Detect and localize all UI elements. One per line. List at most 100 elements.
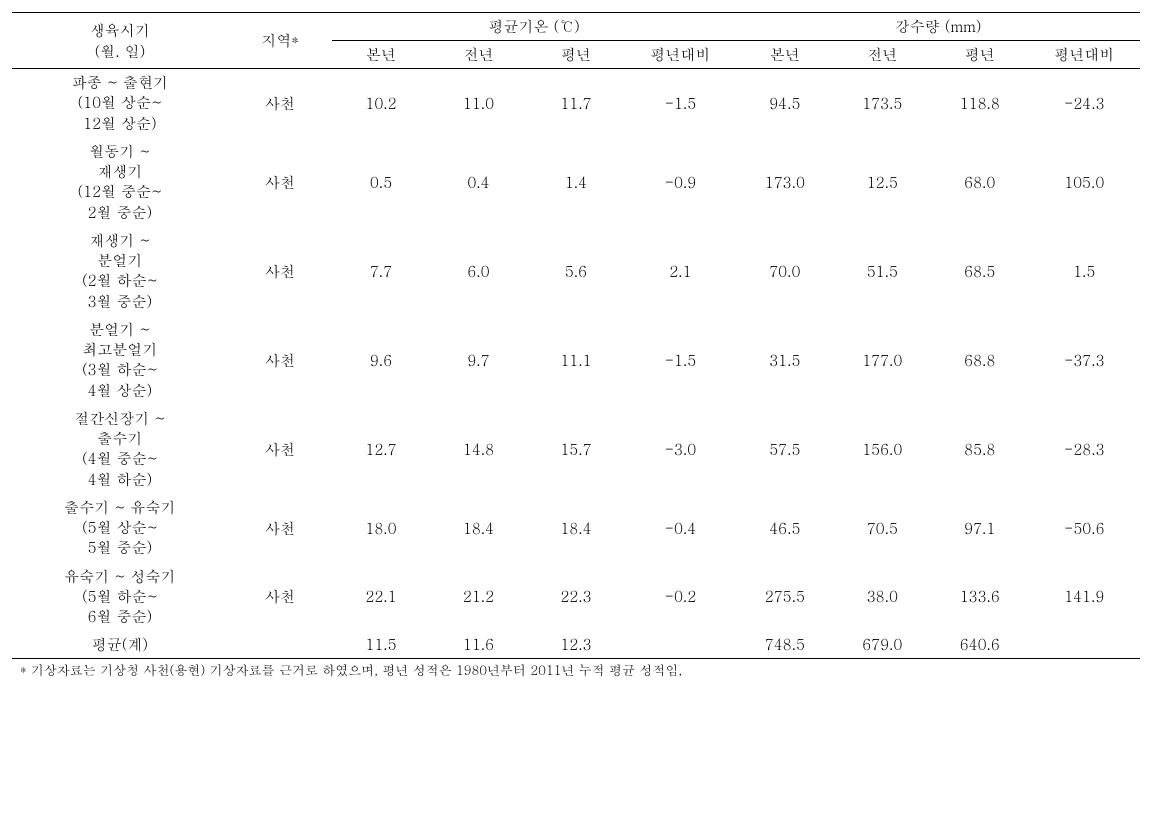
cell-temp-pyeong: 1.4 <box>527 138 624 227</box>
cell-temp-pyeong: 18.4 <box>527 494 624 563</box>
cell-precip-pyeong: 118.8 <box>931 69 1028 138</box>
cell-precip-bon: 57.5 <box>736 405 833 494</box>
cell-precip-daebi: -28.3 <box>1029 405 1141 494</box>
cell-period: 출수기 ~ 유숙기(5월 상순~5월 중순) <box>12 494 228 563</box>
cell-precip-pyeong: 68.8 <box>931 316 1028 405</box>
cell-temp-bon: 10.2 <box>332 69 429 138</box>
cell-summary-temp-pyeong: 12.3 <box>527 631 624 659</box>
cell-precip-daebi: 141.9 <box>1029 563 1141 632</box>
header-period-label: 생육시기(월. 일) <box>90 20 150 62</box>
header-precip-jeon: 전년 <box>834 41 931 69</box>
cell-summary-region <box>228 631 332 659</box>
cell-summary-temp-jeon: 11.6 <box>430 631 527 659</box>
table-row: 유숙기 ~ 성숙기(5월 하순~6월 중순)사천22.121.222.3-0.2… <box>12 563 1140 632</box>
cell-temp-jeon: 11.0 <box>430 69 527 138</box>
cell-period: 파종 ~ 출현기(10월 상순~12월 상순) <box>12 69 228 138</box>
header-region: 지역* <box>228 13 332 69</box>
table-row: 출수기 ~ 유숙기(5월 상순~5월 중순)사천18.018.418.4-0.4… <box>12 494 1140 563</box>
cell-temp-daebi: -0.9 <box>625 138 736 227</box>
table-row: 분얼기 ~최고분얼기(3월 하순~4월 상순)사천9.69.711.1-1.53… <box>12 316 1140 405</box>
cell-precip-jeon: 12.5 <box>834 138 931 227</box>
header-temp-pyeong: 평년 <box>527 41 624 69</box>
cell-temp-daebi: -0.2 <box>625 563 736 632</box>
table-footnote: * 기상자료는 기상청 사천(용현) 기상자료를 근거로 하였으며, 평년 성적… <box>12 661 1140 679</box>
cell-precip-bon: 46.5 <box>736 494 833 563</box>
header-group-temperature: 평균기온 (℃) <box>332 13 736 41</box>
cell-temp-daebi: -3.0 <box>625 405 736 494</box>
cell-precip-pyeong: 97.1 <box>931 494 1028 563</box>
cell-temp-bon: 12.7 <box>332 405 429 494</box>
cell-precip-daebi: -24.3 <box>1029 69 1141 138</box>
header-temp-daebi: 평년대비 <box>625 41 736 69</box>
cell-temp-daebi: -1.5 <box>625 316 736 405</box>
header-precip-pyeong: 평년 <box>931 41 1028 69</box>
cell-region: 사천 <box>228 69 332 138</box>
header-temp-jeon: 전년 <box>430 41 527 69</box>
cell-region: 사천 <box>228 316 332 405</box>
cell-temp-pyeong: 5.6 <box>527 227 624 316</box>
header-precip-bon: 본년 <box>736 41 833 69</box>
cell-precip-bon: 275.5 <box>736 563 833 632</box>
cell-temp-jeon: 0.4 <box>430 138 527 227</box>
cell-precip-bon: 173.0 <box>736 138 833 227</box>
cell-temp-pyeong: 15.7 <box>527 405 624 494</box>
header-period: 생육시기(월. 일) <box>12 13 228 69</box>
cell-precip-daebi: 105.0 <box>1029 138 1141 227</box>
table-row: 절간신장기 ~출수기(4월 중순~4월 하순)사천12.714.815.7-3.… <box>12 405 1140 494</box>
table-row: 파종 ~ 출현기(10월 상순~12월 상순)사천10.211.011.7-1.… <box>12 69 1140 138</box>
cell-precip-pyeong: 133.6 <box>931 563 1028 632</box>
cell-precip-bon: 70.0 <box>736 227 833 316</box>
table-row: 재생기 ~분얼기(2월 하순~3월 중순)사천7.76.05.62.170.05… <box>12 227 1140 316</box>
cell-temp-bon: 0.5 <box>332 138 429 227</box>
cell-temp-daebi: 2.1 <box>625 227 736 316</box>
cell-period: 절간신장기 ~출수기(4월 중순~4월 하순) <box>12 405 228 494</box>
cell-precip-pyeong: 68.0 <box>931 138 1028 227</box>
cell-region: 사천 <box>228 138 332 227</box>
cell-temp-jeon: 18.4 <box>430 494 527 563</box>
cell-period: 재생기 ~분얼기(2월 하순~3월 중순) <box>12 227 228 316</box>
cell-precip-jeon: 51.5 <box>834 227 931 316</box>
cell-precip-jeon: 156.0 <box>834 405 931 494</box>
cell-precip-pyeong: 85.8 <box>931 405 1028 494</box>
cell-period: 분얼기 ~최고분얼기(3월 하순~4월 상순) <box>12 316 228 405</box>
cell-region: 사천 <box>228 405 332 494</box>
cell-summary-precip-daebi <box>1029 631 1141 659</box>
cell-precip-jeon: 70.5 <box>834 494 931 563</box>
cell-summary-label: 평균(계) <box>12 631 228 659</box>
cell-region: 사천 <box>228 227 332 316</box>
cell-temp-jeon: 21.2 <box>430 563 527 632</box>
cell-summary-precip-pyeong: 640.6 <box>931 631 1028 659</box>
cell-summary-temp-bon: 11.5 <box>332 631 429 659</box>
cell-temp-jeon: 14.8 <box>430 405 527 494</box>
weather-data-table: 생육시기(월. 일) 지역* 평균기온 (℃) 강수량 (mm) 본년 전년 평… <box>12 12 1140 659</box>
cell-precip-pyeong: 68.5 <box>931 227 1028 316</box>
cell-precip-jeon: 177.0 <box>834 316 931 405</box>
cell-temp-bon: 18.0 <box>332 494 429 563</box>
cell-precip-jeon: 38.0 <box>834 563 931 632</box>
cell-temp-jeon: 6.0 <box>430 227 527 316</box>
cell-summary-temp-daebi <box>625 631 736 659</box>
cell-temp-bon: 7.7 <box>332 227 429 316</box>
cell-temp-daebi: -1.5 <box>625 69 736 138</box>
table-row: 월동기 ~재생기(12월 중순~2월 중순)사천0.50.41.4-0.9173… <box>12 138 1140 227</box>
cell-temp-pyeong: 22.3 <box>527 563 624 632</box>
cell-region: 사천 <box>228 563 332 632</box>
cell-temp-jeon: 9.7 <box>430 316 527 405</box>
cell-summary-precip-jeon: 679.0 <box>834 631 931 659</box>
cell-precip-daebi: -50.6 <box>1029 494 1141 563</box>
cell-summary-precip-bon: 748.5 <box>736 631 833 659</box>
table-summary-row: 평균(계) 11.511.612.3 748.5679.0640.6 <box>12 631 1140 659</box>
cell-precip-bon: 31.5 <box>736 316 833 405</box>
cell-temp-daebi: -0.4 <box>625 494 736 563</box>
cell-precip-bon: 94.5 <box>736 69 833 138</box>
cell-temp-bon: 22.1 <box>332 563 429 632</box>
cell-temp-pyeong: 11.1 <box>527 316 624 405</box>
table-header: 생육시기(월. 일) 지역* 평균기온 (℃) 강수량 (mm) 본년 전년 평… <box>12 13 1140 69</box>
cell-temp-pyeong: 11.7 <box>527 69 624 138</box>
cell-period: 유숙기 ~ 성숙기(5월 하순~6월 중순) <box>12 563 228 632</box>
header-precip-daebi: 평년대비 <box>1029 41 1141 69</box>
cell-precip-daebi: 1.5 <box>1029 227 1141 316</box>
table-body: 파종 ~ 출현기(10월 상순~12월 상순)사천10.211.011.7-1.… <box>12 69 1140 659</box>
cell-region: 사천 <box>228 494 332 563</box>
cell-precip-jeon: 173.5 <box>834 69 931 138</box>
